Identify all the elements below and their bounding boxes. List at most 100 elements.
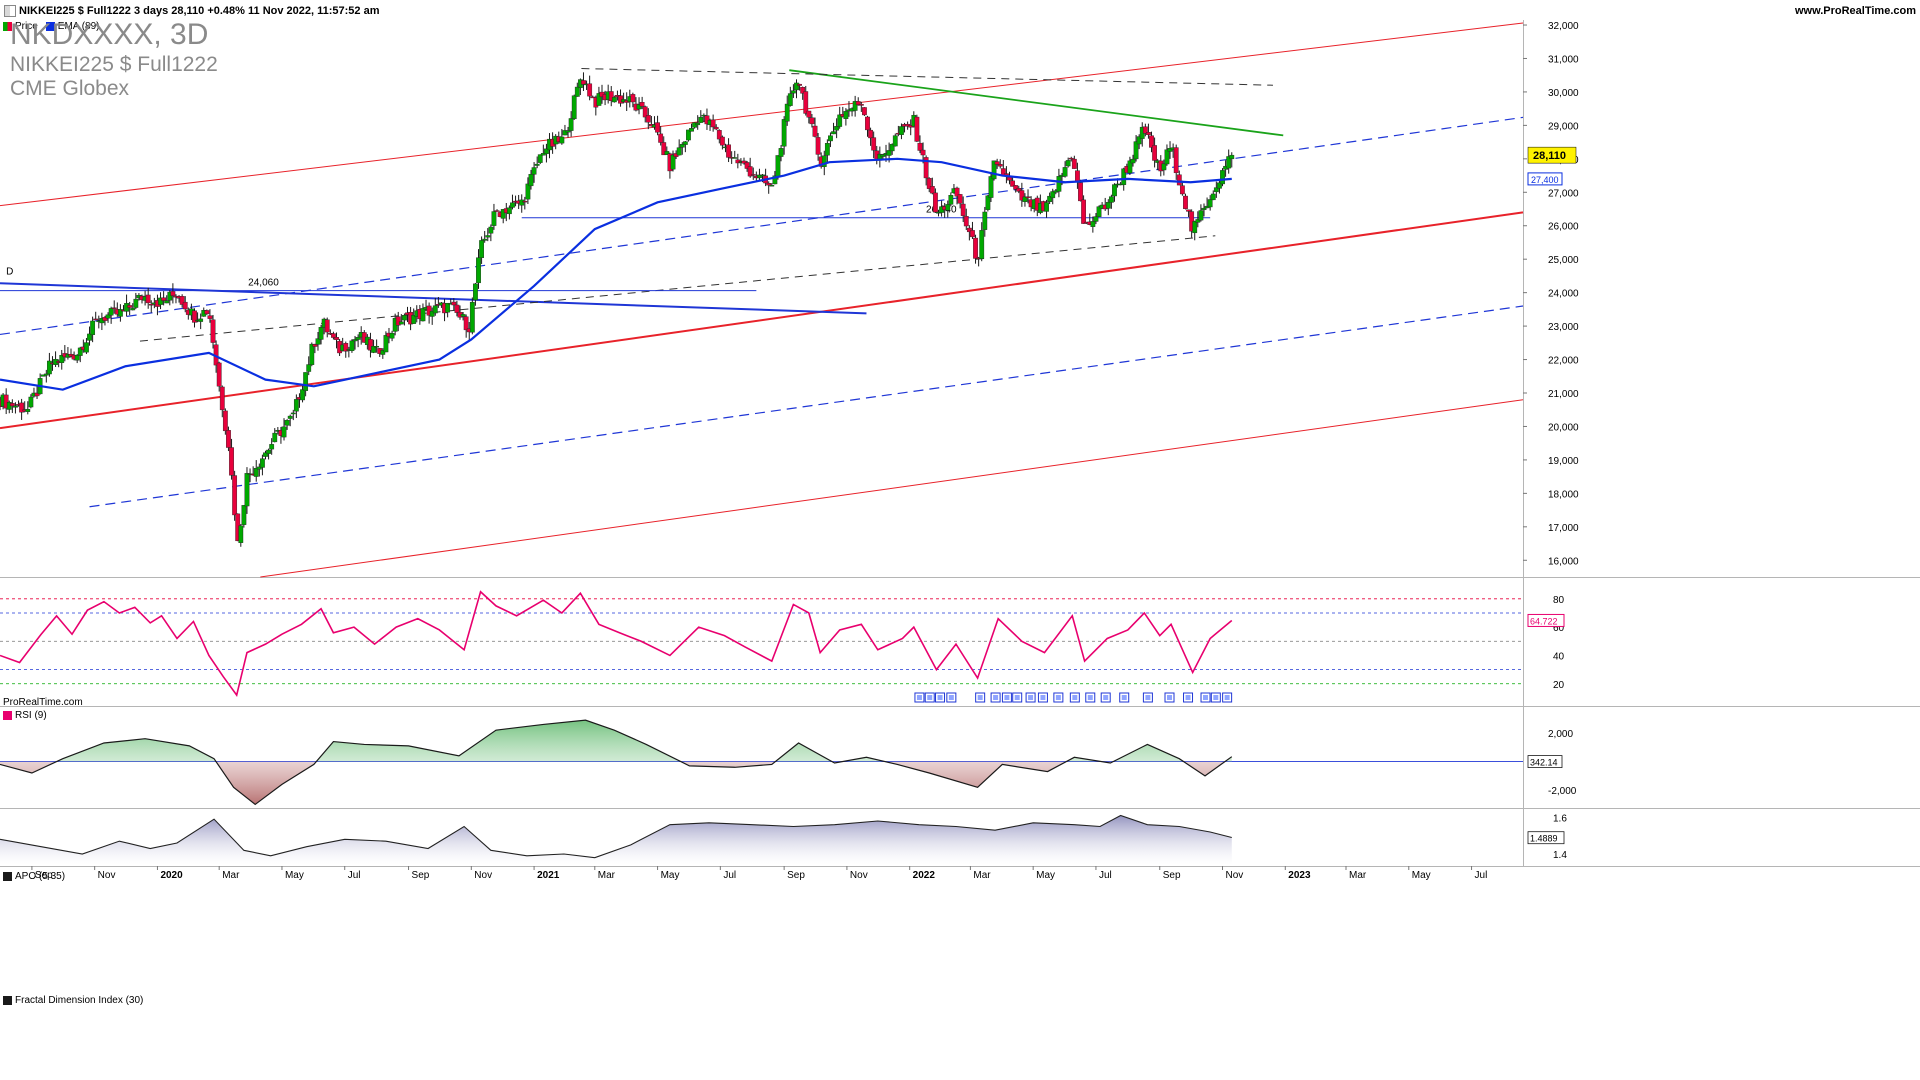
bear-candle [713, 126, 719, 130]
bull-candle [892, 135, 898, 147]
last-price-tag [1527, 146, 1577, 164]
bull-candle [198, 318, 204, 322]
drawing-label: D [6, 266, 13, 277]
bear-candle [800, 87, 806, 94]
bull-candle [473, 283, 478, 301]
bull-candle [238, 525, 244, 543]
trend-line-red-thick [0, 211, 1524, 430]
event-calendar-icon [946, 692, 957, 703]
price-axis-label: 16,000 [1548, 556, 1579, 567]
trend-line-black-dashed [581, 68, 1273, 86]
bull-candle [402, 315, 407, 321]
bull-candle [284, 420, 290, 426]
bull-candle [596, 93, 602, 106]
event-calendar-icon [927, 695, 933, 700]
bull-candle [46, 360, 52, 375]
price-axis-label: 31,000 [1548, 54, 1579, 65]
bull-candle [834, 126, 840, 131]
bear-candle [716, 130, 722, 140]
bear-candle [1081, 199, 1086, 224]
bull-candle [117, 309, 123, 317]
bull-candle [479, 240, 484, 259]
apo-pane-title[interactable]: APO (5 35) [3, 871, 65, 882]
bull-candle [460, 314, 466, 317]
bull-candle [411, 315, 417, 324]
bear-candle [522, 200, 528, 203]
event-calendar-icon [1167, 695, 1173, 700]
time-axis-label: 2022 [913, 870, 936, 881]
bull-candle [985, 195, 991, 210]
bull-candle [158, 297, 163, 305]
bull-candle [510, 202, 515, 208]
bull-candle [469, 301, 475, 333]
event-calendar-icon [1055, 695, 1061, 700]
site-link[interactable]: www.ProRealTime.com [1794, 5, 1916, 17]
rsi-pane-title[interactable]: RSI (9) [3, 710, 47, 721]
bull-candle [775, 155, 781, 177]
bull-candle [664, 151, 670, 155]
event-calendar-icon [977, 695, 983, 700]
price-legend-item[interactable]: Price [3, 21, 38, 32]
bull-candle [90, 320, 96, 335]
instrument-info: NIKKEI225 $ Full1222 3 days 28,110 +0.48… [4, 5, 380, 17]
bull-candle [1022, 196, 1028, 202]
bull-candle [824, 143, 830, 156]
bear-candle [127, 305, 133, 308]
bear-candle [145, 294, 151, 304]
fdi-pane-title[interactable]: Fractal Dimension Index (30) [3, 995, 143, 1006]
bull-candle [269, 444, 275, 450]
bear-candle [426, 305, 432, 316]
bear-candle [645, 115, 651, 123]
time-axis-label: 2023 [1288, 870, 1311, 881]
event-calendar-icon [1001, 692, 1012, 703]
bear-candle [219, 386, 225, 411]
bear-candle [926, 178, 932, 189]
time-axis-label: Jul [1099, 870, 1112, 881]
bear-candle [19, 402, 25, 413]
bull-candle [1210, 193, 1216, 201]
event-calendar-icon [1069, 692, 1080, 703]
apo-axis-label: 2,000 [1548, 729, 1573, 740]
bull-candle [1201, 207, 1207, 211]
event-calendar-icon [1183, 692, 1194, 703]
time-axis-label: Nov [850, 870, 868, 881]
bull-candle [568, 118, 574, 131]
price-axis-label: 23,000 [1548, 322, 1579, 333]
bull-candle [260, 458, 265, 468]
bear-candle [210, 319, 216, 343]
rsi-value-label: 64.722 [1530, 616, 1558, 626]
bull-candle [791, 90, 796, 94]
bear-candle [750, 174, 756, 176]
bear-candle [587, 83, 593, 97]
bull-candle [695, 122, 701, 126]
time-axis-label: Nov [1226, 870, 1244, 881]
bear-candle [1013, 185, 1019, 190]
bull-candle [84, 342, 89, 353]
ema-legend-item[interactable]: EMA (89) [45, 21, 99, 32]
bull-candle [537, 154, 543, 163]
last-price-label: 28,110 [1533, 150, 1566, 162]
bull-candle [25, 408, 31, 412]
bull-candle [1192, 221, 1198, 234]
bull-candle [565, 130, 571, 133]
bear-candle [1075, 170, 1080, 183]
bear-candle [3, 394, 9, 409]
bear-candle [815, 137, 821, 155]
bull-candle [133, 298, 139, 308]
event-calendar-icon [1142, 692, 1153, 703]
bear-candle [1146, 132, 1151, 135]
bear-candle [865, 116, 870, 131]
bear-candle [1016, 188, 1022, 192]
trend-line-black-dashed [139, 235, 1216, 342]
time-axis-label: Jul [348, 870, 361, 881]
bull-candle [1065, 160, 1071, 167]
bull-candle [732, 157, 738, 159]
apo-title: APO (5 35) [15, 871, 66, 882]
bull-candle [531, 167, 537, 175]
bull-candle [445, 302, 451, 313]
bear-candle [797, 83, 802, 86]
price-axis-label: 24,000 [1548, 289, 1579, 300]
bear-candle [1179, 185, 1185, 195]
bull-candle [389, 332, 395, 339]
